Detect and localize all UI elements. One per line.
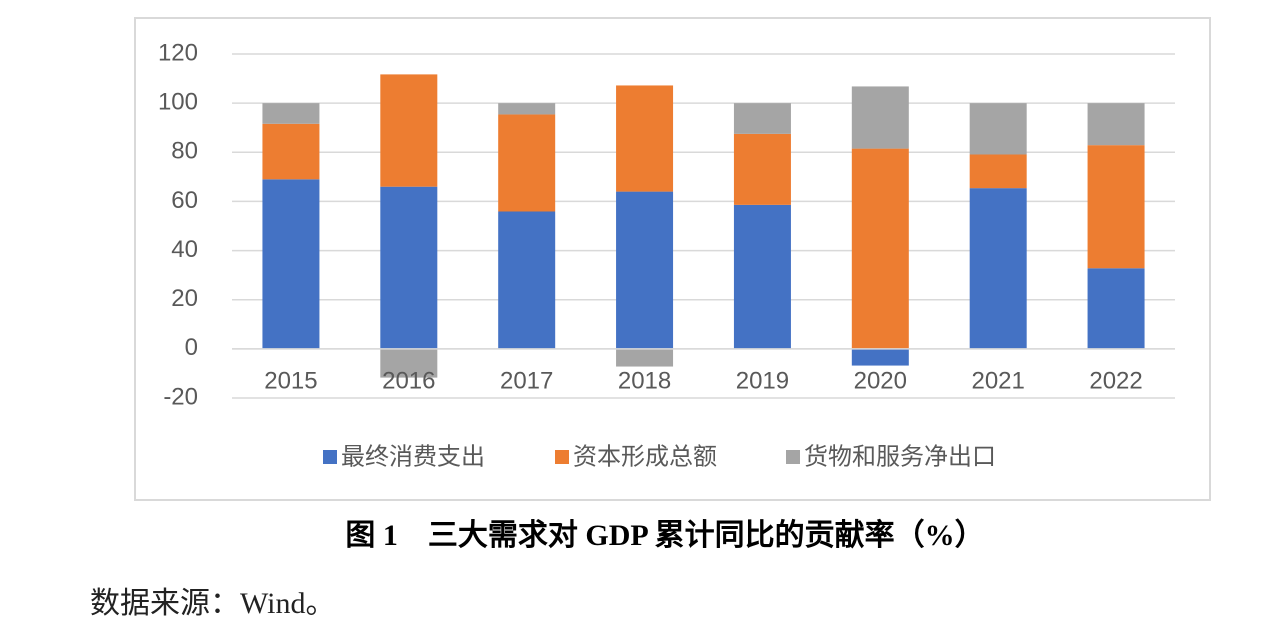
legend-swatch — [786, 450, 800, 464]
chart-frame — [134, 17, 1211, 501]
y-tick-label: -20 — [163, 383, 198, 410]
bar-segment — [498, 211, 556, 349]
y-tick-label: 120 — [158, 39, 198, 66]
bar-segment — [969, 103, 1027, 155]
bar-segment — [498, 114, 556, 212]
legend-swatch — [323, 450, 337, 464]
bar-segment — [1087, 145, 1145, 269]
x-tick-label: 2016 — [382, 367, 435, 394]
bar-segment — [851, 348, 909, 366]
bar-segment — [380, 348, 438, 378]
bar-segment — [380, 186, 438, 349]
bar-segment — [616, 191, 674, 349]
y-tick-label: 80 — [171, 138, 198, 165]
x-tick-label: 2019 — [736, 367, 789, 394]
y-tick-label: 0 — [185, 334, 198, 361]
bar-segment — [380, 74, 438, 187]
legend-label: 货物和服务净出口 — [804, 443, 996, 470]
bar-segment — [851, 148, 909, 349]
bar-segment — [498, 103, 556, 115]
bar-segment — [1087, 103, 1145, 146]
bar-segment — [733, 204, 791, 349]
y-tick-label: 100 — [158, 88, 198, 115]
x-tick-label: 2022 — [1089, 367, 1142, 394]
x-tick-label: 2018 — [618, 367, 671, 394]
bar-segment — [733, 133, 791, 205]
bar-segment — [262, 103, 320, 124]
y-tick-label: 40 — [171, 236, 198, 263]
x-tick-label: 2017 — [500, 367, 553, 394]
bar-segment — [851, 86, 909, 149]
x-tick-label: 2015 — [264, 367, 317, 394]
source-note: 数据来源：Wind。 — [90, 587, 335, 620]
bar-segment — [969, 154, 1027, 189]
bar-segment — [733, 103, 791, 134]
bar-segment — [616, 348, 674, 367]
y-tick-label: 60 — [171, 187, 198, 214]
bar-segment — [1087, 268, 1145, 349]
legend-swatch — [555, 450, 569, 464]
legend-label: 资本形成总额 — [573, 443, 717, 470]
y-tick-label: 20 — [171, 285, 198, 312]
legend-label: 最终消费支出 — [341, 443, 485, 470]
bar-segment — [969, 188, 1027, 349]
bar-segment — [616, 85, 674, 192]
x-tick-label: 2020 — [854, 367, 907, 394]
x-tick-label: 2021 — [971, 367, 1024, 394]
bar-segment — [262, 179, 320, 349]
chart-title: 图 1 三大需求对 GDP 累计同比的贡献率（%） — [345, 518, 984, 552]
bar-segment — [262, 123, 320, 180]
